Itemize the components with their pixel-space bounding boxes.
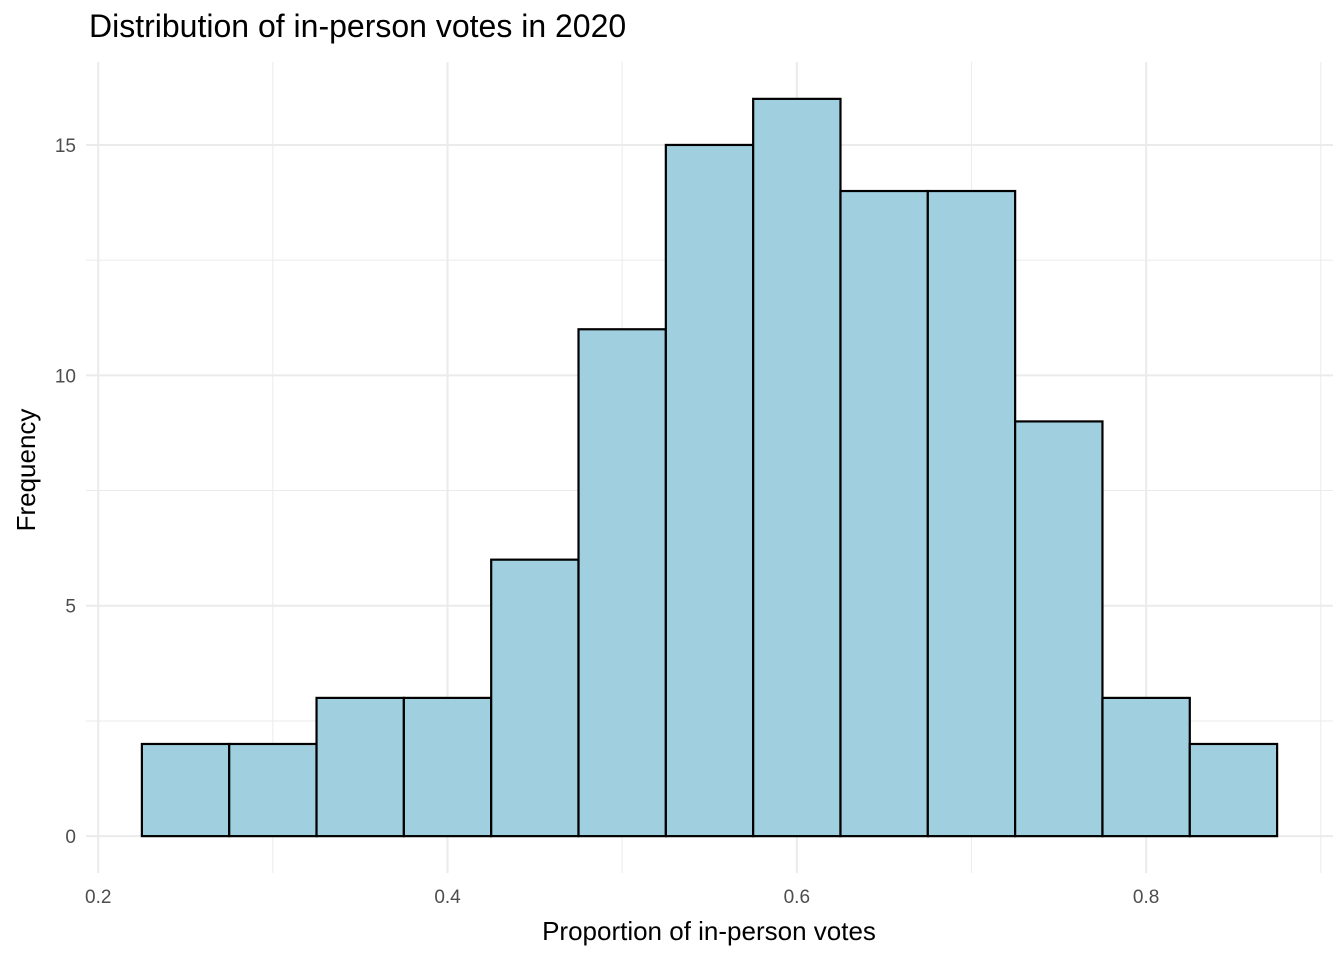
histogram-bar <box>926 189 1017 838</box>
x-tick-label: 0.2 <box>85 887 111 908</box>
x-tick-label: 0.6 <box>784 887 810 908</box>
x-axis-title: Proportion of in-person votes <box>542 916 876 946</box>
histogram-bar <box>315 696 405 838</box>
histogram-bar <box>577 328 667 838</box>
histogram-bar <box>1188 742 1279 838</box>
histogram-bar <box>1101 696 1191 838</box>
histogram-bar <box>402 696 493 838</box>
histogram-bar <box>140 742 231 838</box>
x-axis-ticks: 0.2 0.4 0.6 0.8 <box>85 887 1159 908</box>
chart-title: Distribution of in-person votes in 2020 <box>89 8 627 44</box>
y-tick-label: 0 <box>65 827 76 848</box>
histogram-bars <box>140 97 1279 838</box>
histogram-bar <box>1014 420 1104 838</box>
histogram-bar <box>752 97 842 838</box>
y-tick-label: 15 <box>55 136 76 157</box>
histogram-bar <box>490 558 580 838</box>
histogram-bar <box>228 742 318 838</box>
y-tick-label: 5 <box>65 597 76 618</box>
y-tick-label: 10 <box>55 366 76 387</box>
x-tick-label: 0.8 <box>1133 887 1159 908</box>
histogram-bar <box>664 143 755 838</box>
y-axis-ticks: 0 5 10 15 <box>55 136 76 848</box>
y-axis-title: Frequency <box>11 409 41 532</box>
histogram-bar <box>839 189 929 838</box>
x-tick-label: 0.4 <box>434 887 461 908</box>
